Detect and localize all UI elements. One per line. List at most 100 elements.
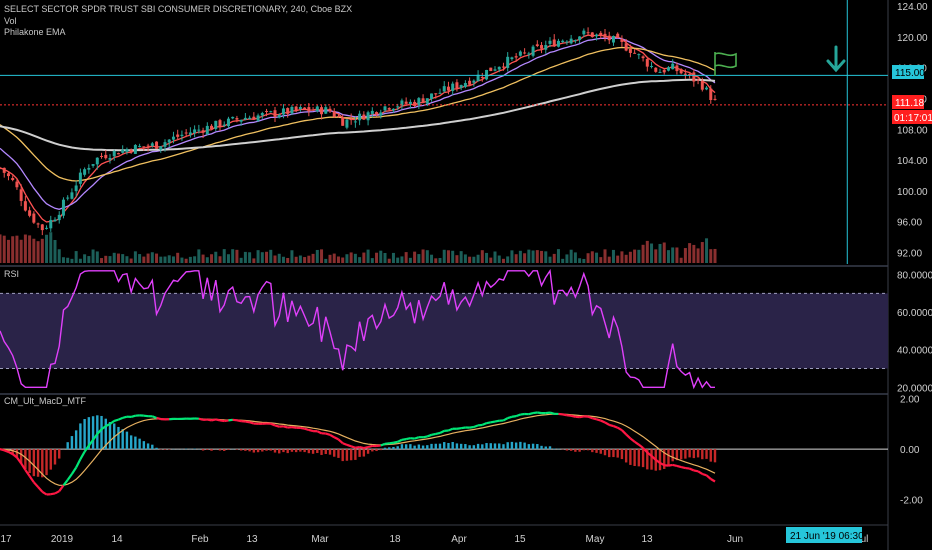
macd-line bbox=[600, 419, 606, 424]
candle bbox=[116, 153, 120, 155]
macd-histogram-bar bbox=[134, 436, 137, 450]
macd-histogram-bar bbox=[210, 449, 213, 451]
macd-line bbox=[629, 437, 636, 443]
volume-bar bbox=[265, 251, 269, 263]
candle bbox=[193, 129, 197, 134]
macd-histogram-bar bbox=[320, 449, 323, 455]
macd-histogram-bar bbox=[282, 449, 285, 453]
candle bbox=[320, 107, 324, 115]
volume-bar bbox=[556, 249, 560, 263]
macd-histogram-bar bbox=[146, 443, 150, 450]
macd-line bbox=[109, 420, 115, 425]
macd-line bbox=[28, 475, 35, 483]
volume-bar bbox=[303, 257, 307, 263]
svg-text:115.00: 115.00 bbox=[895, 68, 925, 79]
volume-bar bbox=[286, 257, 290, 263]
macd-line bbox=[507, 415, 513, 420]
pennant-flag-icon[interactable] bbox=[714, 52, 737, 76]
macd-line bbox=[389, 441, 394, 445]
candle bbox=[167, 139, 171, 143]
volume-bar bbox=[705, 238, 709, 263]
volume-bar bbox=[637, 249, 641, 263]
macd-line bbox=[625, 433, 632, 440]
macd-histogram-bar bbox=[544, 446, 547, 450]
rsi-panel[interactable] bbox=[0, 268, 888, 390]
macd-line bbox=[92, 433, 99, 441]
volume-bar bbox=[320, 249, 324, 263]
macd-histogram-bar bbox=[443, 442, 446, 450]
candle bbox=[2, 167, 6, 173]
volume-bar bbox=[590, 251, 594, 263]
macd-histogram-bar bbox=[193, 448, 196, 450]
macd-histogram-bar bbox=[646, 449, 649, 470]
macd-histogram-bar bbox=[506, 442, 509, 450]
volume-bar bbox=[362, 252, 366, 263]
volume-bar bbox=[616, 255, 620, 263]
macd-histogram-bar bbox=[713, 449, 717, 463]
candle bbox=[675, 65, 679, 72]
volume-bar bbox=[260, 252, 264, 263]
macd-histogram-bar bbox=[138, 438, 141, 450]
macd-histogram-bar bbox=[11, 449, 14, 455]
candle bbox=[400, 100, 404, 106]
volume-bar bbox=[290, 250, 294, 263]
volume-bar bbox=[116, 253, 120, 263]
candle bbox=[408, 101, 412, 105]
macd-histogram-bar bbox=[641, 449, 645, 468]
candle bbox=[303, 107, 307, 110]
macd-histogram-bar bbox=[15, 449, 19, 458]
volume-bar bbox=[523, 253, 527, 263]
volume-bar bbox=[544, 251, 548, 263]
macd-panel[interactable] bbox=[0, 411, 888, 496]
candle bbox=[688, 73, 692, 75]
macd-tick-label: -2.00 bbox=[900, 496, 923, 507]
macd-histogram-bar bbox=[273, 449, 277, 453]
candle bbox=[19, 189, 23, 201]
candle bbox=[83, 169, 87, 175]
macd-line bbox=[363, 445, 369, 450]
macd-line bbox=[143, 414, 149, 418]
y-tick-label: 120.00 bbox=[897, 33, 928, 44]
candle bbox=[645, 59, 649, 67]
macd-line bbox=[469, 425, 475, 429]
volume-bar bbox=[692, 244, 696, 263]
price-panel[interactable] bbox=[0, 0, 888, 264]
candle bbox=[379, 112, 383, 116]
macd-histogram-bar bbox=[311, 449, 315, 454]
volume-bar bbox=[332, 253, 336, 263]
rsi-tick-label: 80.0000 bbox=[897, 271, 932, 282]
macd-histogram-bar bbox=[409, 444, 412, 450]
volume-bar bbox=[396, 257, 400, 263]
candle bbox=[654, 67, 658, 72]
volume-bar bbox=[611, 249, 615, 263]
macd-line bbox=[473, 424, 479, 429]
x-tick-label: Mar bbox=[311, 534, 329, 545]
candle bbox=[413, 101, 417, 107]
volume-bar bbox=[696, 248, 700, 263]
volume-bar bbox=[66, 257, 70, 263]
rsi-line bbox=[0, 268, 715, 390]
candle bbox=[146, 145, 150, 147]
candle bbox=[311, 109, 315, 111]
x-axis[interactable]: 17201914Feb13Mar18Apr15May13JunJul bbox=[0, 534, 868, 545]
macd-histogram-bar bbox=[104, 418, 107, 450]
candle bbox=[277, 114, 281, 118]
macd-histogram-bar bbox=[650, 449, 653, 470]
macd-line bbox=[151, 415, 157, 420]
macd-histogram-bar bbox=[32, 449, 36, 477]
macd-line bbox=[62, 479, 69, 487]
macd-line bbox=[316, 430, 323, 435]
svg-text:111.18: 111.18 bbox=[895, 98, 925, 109]
macd-histogram-bar bbox=[413, 445, 416, 450]
macd-line bbox=[685, 466, 690, 470]
down-arrow-icon[interactable] bbox=[826, 45, 846, 73]
y-tick-label: 92.00 bbox=[897, 248, 922, 259]
macd-line bbox=[545, 411, 551, 415]
volume-bar bbox=[358, 257, 362, 263]
volume-bar bbox=[497, 255, 501, 263]
macd-line bbox=[96, 428, 103, 435]
volume-bar bbox=[32, 238, 36, 263]
x-tick-label: May bbox=[586, 534, 605, 545]
macd-line bbox=[592, 417, 597, 421]
